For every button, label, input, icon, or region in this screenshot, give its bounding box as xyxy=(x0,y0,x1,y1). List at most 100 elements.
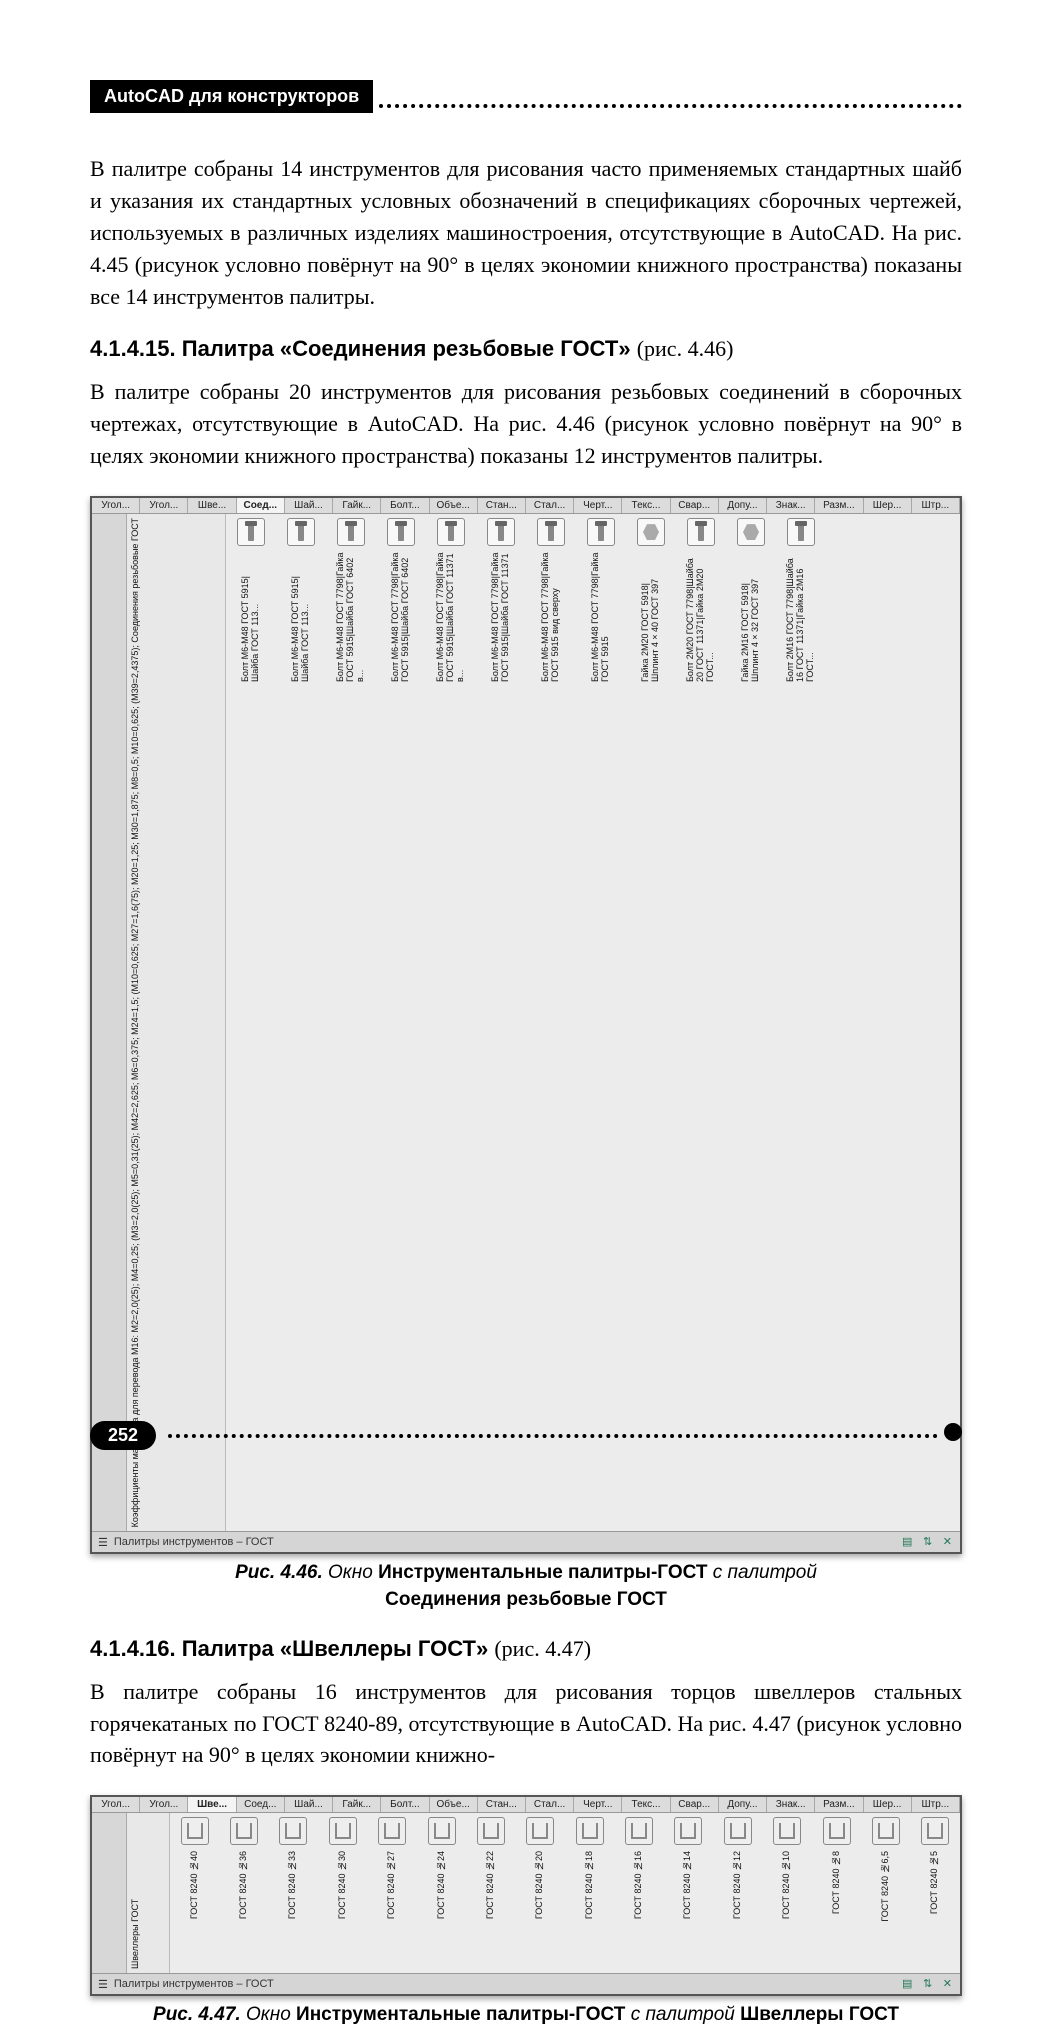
palette-tab[interactable]: Соед... xyxy=(237,498,285,513)
palette-tool[interactable]: ГОСТ 8240 №22 xyxy=(466,1813,515,1973)
section-4-1-4-15-title: 4.1.4.15. Палитра «Соединения резьбовые … xyxy=(90,336,962,362)
palette-status-bar: ☰ Палитры инструментов – ГОСТ ▤ ⇅ ✕ xyxy=(92,1531,960,1552)
bolt-icon xyxy=(787,518,815,546)
palette-tab[interactable]: Стан... xyxy=(478,498,526,513)
palette-section-label: Швеллеры ГОСТ xyxy=(127,1813,170,1973)
palette-tab[interactable]: Шве... xyxy=(188,1797,236,1812)
palette-tab[interactable]: Допу... xyxy=(719,1797,767,1812)
palette-tool[interactable]: Болт М6-М48 ГОСТ 7798|Гайка ГОСТ 5915|Ша… xyxy=(376,514,426,1531)
palette-tab[interactable]: Соед... xyxy=(237,1797,285,1812)
palette-tab[interactable]: Шер... xyxy=(864,1797,912,1812)
palette-tab[interactable]: Шве... xyxy=(188,498,236,513)
palette-tab[interactable]: Допу... xyxy=(719,498,767,513)
palette-tool[interactable]: ГОСТ 8240 №27 xyxy=(368,1813,417,1973)
palette-tab[interactable]: Штр... xyxy=(912,498,960,513)
palette-tool[interactable]: Болт М6-М48 ГОСТ 7798|Гайка ГОСТ 5915 ви… xyxy=(526,514,576,1531)
palette-tab[interactable]: Шай... xyxy=(285,1797,333,1812)
channel-section-icon xyxy=(378,1817,406,1845)
palette-tool[interactable]: ГОСТ 8240 №40 xyxy=(170,1813,219,1973)
palette-tab[interactable]: Знак... xyxy=(767,498,815,513)
palette-tool[interactable]: Гайка 2М20 ГОСТ 5918|Шплинт 4×40 ГОСТ 39… xyxy=(626,514,676,1531)
tool-label: ГОСТ 8240 №14 xyxy=(683,1851,693,1919)
palette-tab[interactable]: Знак... xyxy=(767,1797,815,1812)
palette-tool[interactable]: Болт 2М20 ГОСТ 7798|Шайба 20 ГОСТ 11371|… xyxy=(676,514,726,1531)
channel-section-icon xyxy=(773,1817,801,1845)
palette-tab[interactable]: Разм... xyxy=(815,498,863,513)
tool-label: Болт М6-М48 ГОСТ 7798|Гайка ГОСТ 5915|Ша… xyxy=(336,552,366,682)
options-icon[interactable]: ☰ xyxy=(98,1536,108,1549)
status-bar-icons[interactable]: ▤ ⇅ ✕ xyxy=(902,1535,954,1549)
palette-tab[interactable]: Угол... xyxy=(92,1797,140,1812)
palette-status-bar: ☰ Палитры инструментов – ГОСТ ▤ ⇅ ✕ xyxy=(92,1973,960,1994)
palette-tab[interactable]: Черт... xyxy=(574,498,622,513)
palette-tool[interactable]: Болт М6-М48 ГОСТ 7798|Гайка ГОСТ 5915|Ша… xyxy=(326,514,376,1531)
palette-tool[interactable]: ГОСТ 8240 №18 xyxy=(565,1813,614,1973)
section-15-paragraph: В палитре собраны 20 инструментов для ри… xyxy=(90,376,962,472)
palette-info-text: Коэффициенты масштаба для перевода M16: … xyxy=(131,518,141,1527)
palette-tab[interactable]: Угол... xyxy=(140,498,188,513)
palette-tool[interactable]: Болт М6-М48 ГОСТ 7798|Гайка ГОСТ 5915|Ша… xyxy=(426,514,476,1531)
palette-tool[interactable]: ГОСТ 8240 №16 xyxy=(614,1813,663,1973)
palette-tab[interactable]: Болт... xyxy=(381,498,429,513)
palette-tab[interactable]: Шай... xyxy=(285,498,333,513)
palette-tool[interactable]: ГОСТ 8240 №10 xyxy=(763,1813,812,1973)
palette-tab[interactable]: Гайк... xyxy=(333,498,381,513)
palette-tab[interactable]: Угол... xyxy=(140,1797,188,1812)
channel-section-icon xyxy=(674,1817,702,1845)
palette-section-text: Швеллеры ГОСТ xyxy=(131,1817,141,1969)
page-footer: 252 xyxy=(90,1421,962,1450)
palette-tool[interactable]: Гайка 2М16 ГОСТ 5918|Шплинт 4×32 ГОСТ 39… xyxy=(726,514,776,1531)
tool-label: Болт М6-М48 ГОСТ 5915|Шайба ГОСТ 113... xyxy=(241,552,261,682)
options-icon[interactable]: ☰ xyxy=(98,1978,108,1991)
status-bar-icons[interactable]: ▤ ⇅ ✕ xyxy=(902,1977,954,1991)
section-16-paragraph: В палитре собраны 16 инструментов для ри… xyxy=(90,1676,962,1772)
palette-tool[interactable]: Болт 2М16 ГОСТ 7798|Шайба 16 ГОСТ 11371|… xyxy=(776,514,826,1531)
palette-tab[interactable]: Объе... xyxy=(430,498,478,513)
palette-tab[interactable]: Разм... xyxy=(815,1797,863,1812)
palette-tab[interactable]: Стал... xyxy=(526,1797,574,1812)
section-name: Палитра «Швеллеры ГОСТ» xyxy=(182,1636,488,1661)
tool-label: ГОСТ 8240 №12 xyxy=(733,1851,743,1919)
palette-tool[interactable]: ГОСТ 8240 №14 xyxy=(664,1813,713,1973)
figure-4-46-caption: Рис. 4.46. Окно Инструментальные палитры… xyxy=(90,1560,962,1613)
palette-tab[interactable]: Стал... xyxy=(526,498,574,513)
channel-section-icon xyxy=(477,1817,505,1845)
palette-tab[interactable]: Стан... xyxy=(478,1797,526,1812)
palette-tab[interactable]: Угол... xyxy=(92,498,140,513)
nut-icon xyxy=(637,518,665,546)
palette-tab[interactable]: Штр... xyxy=(912,1797,960,1812)
palette-tab[interactable]: Объе... xyxy=(430,1797,478,1812)
bolt-icon xyxy=(587,518,615,546)
palette-tool[interactable]: Болт М6-М48 ГОСТ 7798|Гайка ГОСТ 5915 xyxy=(576,514,626,1531)
bolt-icon xyxy=(537,518,565,546)
tool-label: ГОСТ 8240 №36 xyxy=(239,1851,249,1919)
palette-tool[interactable]: ГОСТ 8240 №30 xyxy=(318,1813,367,1973)
palette-tab[interactable]: Болт... xyxy=(381,1797,429,1812)
palette-tool[interactable]: Болт М6-М48 ГОСТ 5915|Шайба ГОСТ 113... xyxy=(276,514,326,1531)
palette-tab[interactable]: Гайк... xyxy=(333,1797,381,1812)
palette-tool[interactable]: ГОСТ 8240 №8 xyxy=(812,1813,861,1973)
palette-tab[interactable]: Свар... xyxy=(671,1797,719,1812)
tool-label: ГОСТ 8240 №27 xyxy=(387,1851,397,1919)
palette-tool[interactable]: ГОСТ 8240 №33 xyxy=(269,1813,318,1973)
channel-section-icon xyxy=(181,1817,209,1845)
palette-tab[interactable]: Свар... xyxy=(671,498,719,513)
book-header: AutoCAD для конструкторов xyxy=(90,80,373,113)
palette-tool[interactable]: ГОСТ 8240 №36 xyxy=(219,1813,268,1973)
palette-tab[interactable]: Текс... xyxy=(622,1797,670,1812)
palette-tab[interactable]: Черт... xyxy=(574,1797,622,1812)
palette-tool[interactable]: Болт М6-М48 ГОСТ 5915|Шайба ГОСТ 113... xyxy=(226,514,276,1531)
palette-tool[interactable]: ГОСТ 8240 №24 xyxy=(417,1813,466,1973)
caption-mid2: с палитрой xyxy=(713,1562,817,1583)
palette-tool[interactable]: ГОСТ 8240 №20 xyxy=(516,1813,565,1973)
palette-tools-area: ГОСТ 8240 №40ГОСТ 8240 №36ГОСТ 8240 №33Г… xyxy=(170,1813,960,1973)
palette-tool[interactable]: ГОСТ 8240 №12 xyxy=(713,1813,762,1973)
palette-tool[interactable]: ГОСТ 8240 №5 xyxy=(911,1813,960,1973)
caption-fig-num: Рис. 4.46. xyxy=(235,1562,323,1583)
palette-tool[interactable]: ГОСТ 8240 №6,5 xyxy=(861,1813,910,1973)
palette-tab[interactable]: Шер... xyxy=(864,498,912,513)
palette-tool[interactable]: Болт М6-М48 ГОСТ 7798|Гайка ГОСТ 5915|Ша… xyxy=(476,514,526,1531)
bolt-icon xyxy=(437,518,465,546)
palette-tab[interactable]: Текс... xyxy=(622,498,670,513)
channel-section-icon xyxy=(230,1817,258,1845)
